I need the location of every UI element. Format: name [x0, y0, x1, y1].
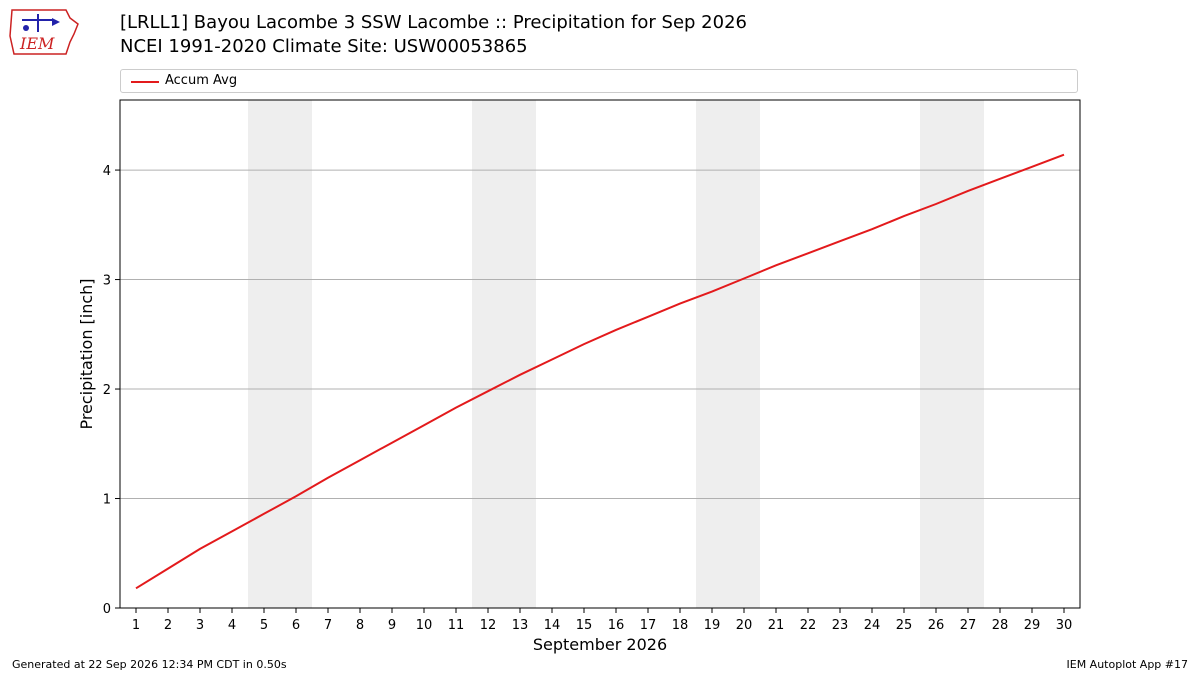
chart-legend: Accum Avg	[120, 69, 1078, 93]
x-tick-label: 18	[672, 618, 689, 633]
chart-subtitle: NCEI 1991-2020 Climate Site: USW00053865	[120, 36, 528, 57]
x-tick-label: 21	[768, 618, 785, 633]
x-tick-label: 11	[448, 618, 465, 633]
x-tick-label: 29	[1024, 618, 1041, 633]
weekend-band	[696, 100, 760, 608]
app-credit: IEM Autoplot App #17	[1066, 658, 1189, 671]
x-tick-label: 19	[704, 618, 721, 633]
weekend-band	[248, 100, 312, 608]
legend-line-swatch	[131, 81, 159, 83]
y-tick-label: 4	[103, 164, 111, 179]
x-tick-label: 2	[164, 618, 172, 633]
x-tick-label: 5	[260, 618, 268, 633]
x-tick-label: 14	[544, 618, 561, 633]
series-line-accum-avg	[135, 153, 1065, 590]
chart-title: [LRLL1] Bayou Lacombe 3 SSW Lacombe :: P…	[120, 12, 747, 33]
legend-label: Accum Avg	[165, 73, 238, 88]
x-tick-label: 13	[512, 618, 529, 633]
x-tick-label: 10	[416, 618, 433, 633]
y-tick-label: 2	[103, 383, 111, 398]
iowa-outline-shape	[9, 9, 79, 55]
x-tick-label: 22	[800, 618, 817, 633]
x-tick-label: 3	[196, 618, 204, 633]
x-tick-label: 15	[576, 618, 593, 633]
x-tick-label: 30	[1056, 618, 1073, 633]
x-tick-label: 9	[388, 618, 396, 633]
x-tick-label: 20	[736, 618, 753, 633]
x-tick-label: 12	[480, 618, 497, 633]
x-tick-label: 27	[960, 618, 977, 633]
y-tick-label: 1	[103, 493, 111, 508]
weekend-band	[472, 100, 536, 608]
x-tick-label: 24	[864, 618, 881, 633]
x-tick-label: 8	[356, 618, 364, 633]
plot-frame	[119, 99, 1081, 609]
x-tick-label: 4	[228, 618, 236, 633]
iem-logo-text: IEM	[19, 34, 55, 53]
x-tick-label: 26	[928, 618, 945, 633]
y-tick-label: 3	[103, 274, 111, 289]
y-axis-label: Precipitation [inch]	[77, 278, 96, 429]
x-tick-label: 28	[992, 618, 1009, 633]
x-tick-label: 1	[132, 618, 140, 633]
x-tick-label: 16	[608, 618, 625, 633]
generated-timestamp: Generated at 22 Sep 2026 12:34 PM CDT in…	[12, 658, 287, 671]
x-tick-label: 7	[324, 618, 332, 633]
weekend-band	[920, 100, 984, 608]
x-tick-label: 25	[896, 618, 913, 633]
iem-logo: IEM	[9, 9, 79, 55]
x-tick-label: 6	[292, 618, 300, 633]
y-tick-label: 0	[103, 602, 111, 617]
x-tick-label: 17	[640, 618, 657, 633]
x-tick-label: 23	[832, 618, 849, 633]
x-axis-label: September 2026	[533, 635, 667, 654]
